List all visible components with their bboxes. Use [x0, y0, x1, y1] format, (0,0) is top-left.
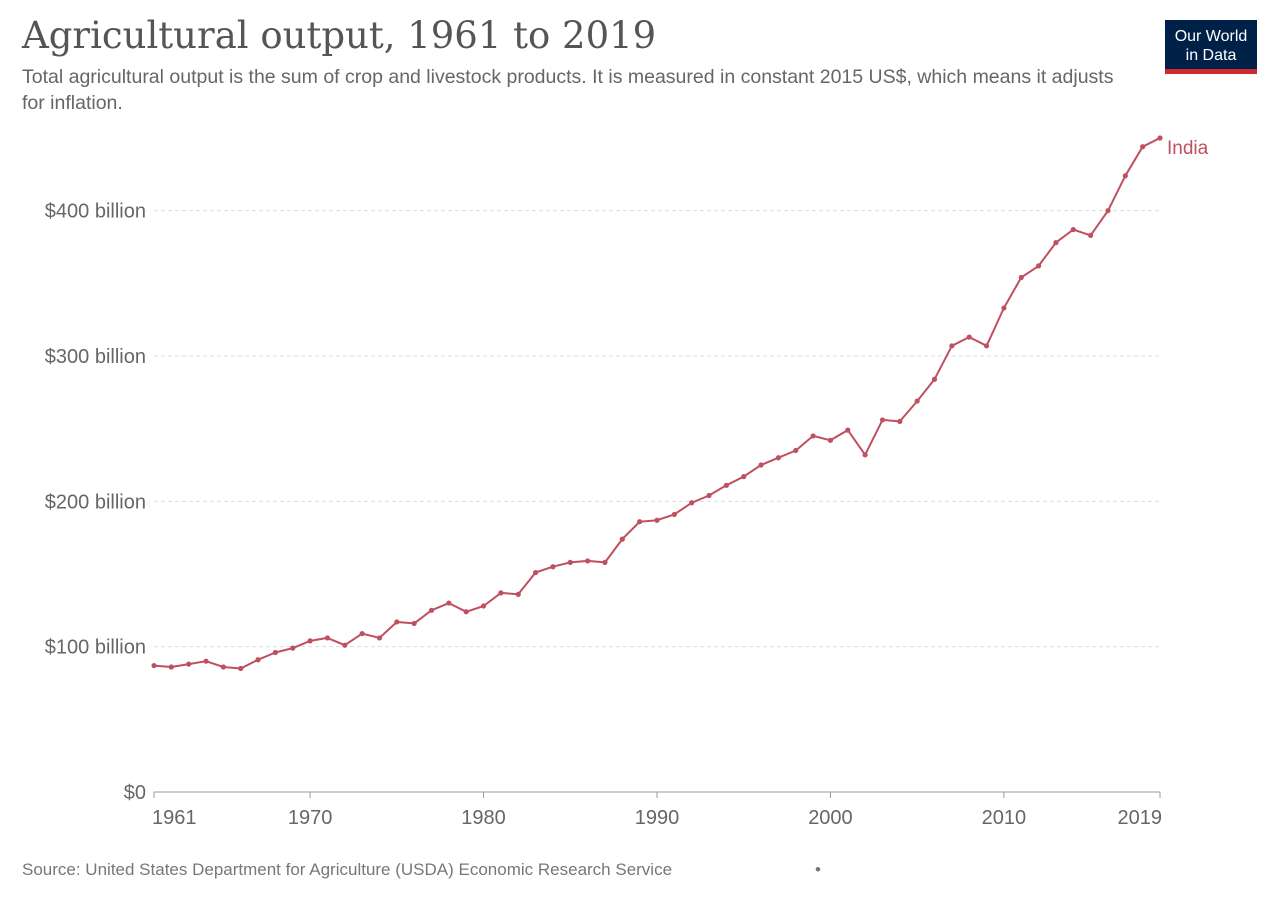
y-tick-label: $0 [124, 782, 146, 804]
data-point [550, 564, 556, 570]
data-point [585, 558, 591, 564]
data-point [307, 638, 313, 644]
data-point [498, 590, 504, 596]
data-point [654, 517, 660, 523]
data-point [342, 642, 348, 648]
data-point [1053, 240, 1059, 246]
x-tick-label: 1980 [461, 807, 506, 829]
logo-line-2: in Data [1185, 47, 1237, 64]
data-point [775, 455, 782, 461]
data-point [567, 559, 573, 565]
source-note[interactable]: Source: United States Department for Agr… [22, 860, 673, 879]
logo-accent-bar [1165, 69, 1257, 74]
data-point [619, 536, 625, 542]
data-point [290, 645, 296, 651]
footer-dot: • [815, 860, 821, 879]
data-point [793, 447, 799, 454]
data-point [966, 334, 972, 340]
x-tick-label: 2000 [808, 807, 853, 829]
data-point [845, 427, 851, 433]
data-point [1105, 208, 1111, 214]
data-point [862, 452, 868, 458]
data-point [1088, 232, 1094, 238]
data-point [602, 559, 608, 565]
data-point [827, 437, 834, 443]
data-point [897, 418, 903, 424]
data-point [1122, 173, 1128, 179]
data-point [810, 433, 816, 439]
data-point [671, 511, 677, 518]
chart-title: Agricultural output, 1961 to 2019 [22, 14, 657, 57]
data-point [949, 343, 955, 349]
y-tick-label: $200 billion [45, 491, 146, 513]
data-point [1035, 263, 1042, 269]
data-point [394, 619, 400, 625]
data-point [1001, 305, 1007, 311]
data-point [689, 500, 695, 506]
grid-lines [154, 210, 1160, 648]
data-point [220, 664, 226, 670]
x-axis: 1961 1970 1980 1990 2000 2010 2019 [152, 791, 1163, 829]
x-tick-label: 1961 [152, 807, 197, 829]
logo-line-1: Our World [1174, 28, 1248, 45]
data-point [931, 376, 938, 382]
data-point [515, 591, 521, 597]
data-point [758, 462, 764, 468]
data-point [203, 658, 209, 664]
chart-subtitle: Total agricultural output is the sum of … [22, 66, 1114, 114]
data-point [1070, 226, 1076, 233]
data-point [151, 662, 157, 669]
x-tick-label: 2019 [1118, 807, 1163, 829]
x-tick-label: 2010 [982, 807, 1027, 829]
x-tick-label: 1970 [288, 807, 333, 829]
data-point [480, 603, 487, 609]
series-group: India [151, 135, 1209, 672]
y-tick-label: $100 billion [45, 637, 146, 659]
y-tick-label: $300 billion [45, 346, 146, 368]
data-point [914, 398, 920, 404]
data-point [359, 630, 365, 637]
data-point [272, 649, 279, 656]
data-point [446, 600, 452, 606]
series-label: India [1167, 138, 1209, 159]
data-point [637, 519, 643, 525]
data-point [706, 492, 712, 499]
series-line-india [153, 137, 1161, 670]
data-point [428, 607, 435, 613]
y-axis-ticks: $0 $100 billion $200 billion $300 billion $4… [45, 201, 146, 804]
data-point [168, 664, 174, 670]
data-point [376, 635, 383, 641]
data-point [186, 661, 192, 667]
x-tick-label: 1990 [635, 807, 680, 829]
data-point [983, 343, 990, 349]
data-point [1157, 135, 1163, 141]
y-tick-label: $400 billion [45, 201, 146, 223]
data-point [463, 609, 469, 615]
data-point [723, 482, 729, 488]
line-chart: $0 $100 billion $200 billion $300 billion $4… [45, 135, 1209, 829]
data-point [741, 474, 747, 480]
data-point [879, 417, 886, 423]
data-point [255, 657, 261, 663]
data-point [1018, 274, 1024, 281]
data-point [238, 665, 244, 672]
data-point [411, 620, 417, 627]
data-point [532, 569, 539, 576]
data-point [324, 635, 331, 641]
owid-logo[interactable]: Our World in Data [1165, 20, 1257, 74]
data-point [1140, 144, 1146, 150]
